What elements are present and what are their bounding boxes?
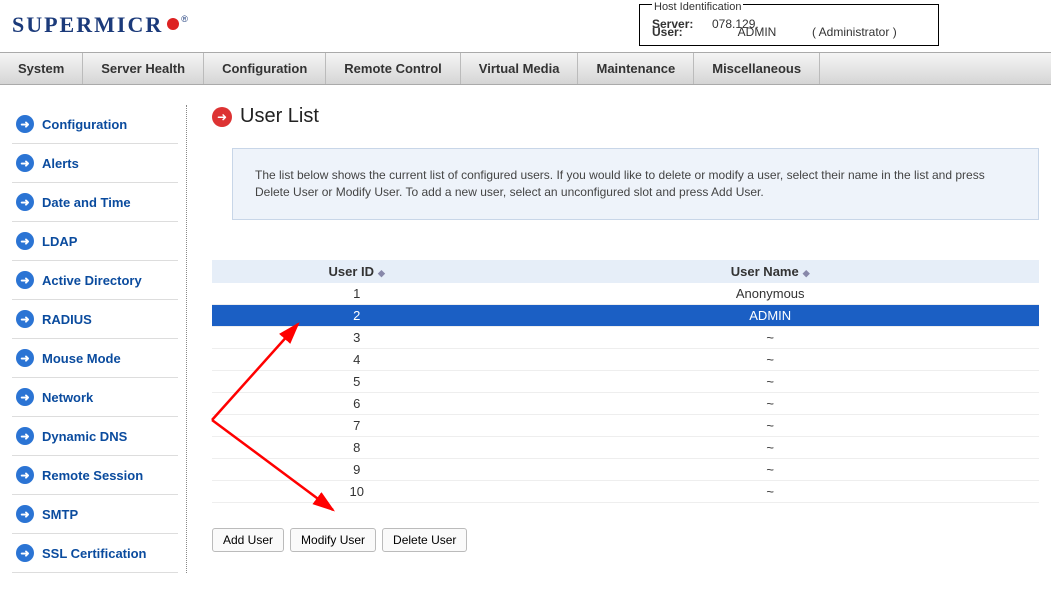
sidebar-item-label: Mouse Mode bbox=[42, 351, 121, 366]
logo-reg-icon: ® bbox=[181, 14, 188, 24]
sidebar-item-network[interactable]: ➜ Network bbox=[12, 378, 178, 417]
arrow-right-icon: ➜ bbox=[16, 193, 34, 211]
user-table: User ID◆ User Name◆ 1Anonymous2ADMIN3~4~… bbox=[212, 260, 1039, 503]
cell-userid: 10 bbox=[212, 480, 501, 502]
cell-username: ~ bbox=[501, 414, 1039, 436]
arrow-right-icon: ➜ bbox=[16, 427, 34, 445]
page-title: User List bbox=[240, 105, 319, 128]
cell-username: ~ bbox=[501, 392, 1039, 414]
sidebar-item-label: RADIUS bbox=[42, 312, 92, 327]
cell-userid: 4 bbox=[212, 348, 501, 370]
cell-username: ADMIN bbox=[501, 304, 1039, 326]
table-row[interactable]: 6~ bbox=[212, 392, 1039, 414]
table-row[interactable]: 3~ bbox=[212, 326, 1039, 348]
cell-username: ~ bbox=[501, 326, 1039, 348]
sidebar-item-label: LDAP bbox=[42, 234, 77, 249]
logo: SUPERMICR ® bbox=[12, 12, 188, 38]
cell-username: ~ bbox=[501, 480, 1039, 502]
nav-item-maintenance[interactable]: Maintenance bbox=[578, 53, 694, 84]
cell-userid: 5 bbox=[212, 370, 501, 392]
sidebar-item-label: Network bbox=[42, 390, 93, 405]
table-row[interactable]: 1Anonymous bbox=[212, 283, 1039, 305]
cell-userid: 7 bbox=[212, 414, 501, 436]
sidebar-item-label: Alerts bbox=[42, 156, 79, 171]
sidebar: ➜ Configuration ➜ Alerts ➜ Date and Time ➜ LDAP… bbox=[12, 105, 187, 573]
table-row[interactable]: 2ADMIN bbox=[212, 304, 1039, 326]
sidebar-item-smtp[interactable]: ➜ SMTP bbox=[12, 495, 178, 534]
arrow-right-icon: ➜ bbox=[16, 310, 34, 328]
table-row[interactable]: 10~ bbox=[212, 480, 1039, 502]
user-role: ( Administrator ) bbox=[812, 25, 897, 39]
arrow-right-icon: ➜ bbox=[16, 505, 34, 523]
cell-username: ~ bbox=[501, 348, 1039, 370]
cell-userid: 9 bbox=[212, 458, 501, 480]
cell-userid: 6 bbox=[212, 392, 501, 414]
sidebar-item-label: Active Directory bbox=[42, 273, 142, 288]
sidebar-item-alerts[interactable]: ➜ Alerts bbox=[12, 144, 178, 183]
col-username[interactable]: User Name◆ bbox=[501, 260, 1039, 283]
sidebar-item-remote-session[interactable]: ➜ Remote Session bbox=[12, 456, 178, 495]
sidebar-item-label: Date and Time bbox=[42, 195, 131, 210]
nav-item-remote-control[interactable]: Remote Control bbox=[326, 53, 461, 84]
sidebar-item-ldap[interactable]: ➜ LDAP bbox=[12, 222, 178, 261]
cell-username: Anonymous bbox=[501, 283, 1039, 305]
cell-username: ~ bbox=[501, 370, 1039, 392]
sidebar-item-label: SMTP bbox=[42, 507, 78, 522]
cell-userid: 2 bbox=[212, 304, 501, 326]
cell-userid: 3 bbox=[212, 326, 501, 348]
arrow-right-icon: ➜ bbox=[16, 544, 34, 562]
sidebar-item-ssl-certification[interactable]: ➜SSL Certification bbox=[12, 534, 178, 573]
sidebar-item-label: Remote Session bbox=[42, 468, 143, 483]
logo-dot-icon bbox=[167, 18, 179, 30]
sidebar-item-mouse-mode[interactable]: ➜ Mouse Mode bbox=[12, 339, 178, 378]
arrow-right-icon: ➜ bbox=[16, 115, 34, 133]
sidebar-item-radius[interactable]: ➜ RADIUS bbox=[12, 300, 178, 339]
main-content: ➜ User List The list below shows the cur… bbox=[187, 105, 1039, 573]
arrow-right-icon: ➜ bbox=[16, 388, 34, 406]
logo-text: SUPERMICR bbox=[12, 12, 163, 38]
cell-username: ~ bbox=[501, 436, 1039, 458]
table-row[interactable]: 5~ bbox=[212, 370, 1039, 392]
sidebar-item-label: Configuration bbox=[42, 117, 127, 132]
nav-item-configuration[interactable]: Configuration bbox=[204, 53, 326, 84]
nav-item-system[interactable]: System bbox=[0, 53, 83, 84]
info-box: The list below shows the current list of… bbox=[232, 148, 1039, 220]
arrow-right-icon: ➜ bbox=[16, 349, 34, 367]
host-identification-box: Host Identification Server: 078.129. Use… bbox=[639, 4, 939, 46]
user-label: User: bbox=[652, 25, 702, 39]
col-userid[interactable]: User ID◆ bbox=[212, 260, 501, 283]
arrow-right-icon: ➜ bbox=[16, 154, 34, 172]
arrow-right-icon: ➜ bbox=[16, 271, 34, 289]
cell-userid: 8 bbox=[212, 436, 501, 458]
arrow-right-icon: ➜ bbox=[212, 107, 232, 127]
cell-userid: 1 bbox=[212, 283, 501, 305]
sidebar-item-active-directory[interactable]: ➜ Active Directory bbox=[12, 261, 178, 300]
sidebar-item-configuration[interactable]: ➜ Configuration bbox=[12, 105, 178, 144]
sidebar-item-dynamic-dns[interactable]: ➜ Dynamic DNS bbox=[12, 417, 178, 456]
nav-item-miscellaneous[interactable]: Miscellaneous bbox=[694, 53, 820, 84]
host-id-title: Host Identification bbox=[652, 1, 743, 13]
nav-item-server-health[interactable]: Server Health bbox=[83, 53, 204, 84]
table-row[interactable]: 4~ bbox=[212, 348, 1039, 370]
sidebar-item-label: Dynamic DNS bbox=[42, 429, 127, 444]
cell-username: ~ bbox=[501, 458, 1039, 480]
table-row[interactable]: 9~ bbox=[212, 458, 1039, 480]
arrow-right-icon: ➜ bbox=[16, 232, 34, 250]
table-row[interactable]: 8~ bbox=[212, 436, 1039, 458]
nav-item-virtual-media[interactable]: Virtual Media bbox=[461, 53, 579, 84]
table-row[interactable]: 7~ bbox=[212, 414, 1039, 436]
arrow-right-icon: ➜ bbox=[16, 466, 34, 484]
sidebar-item-date-and-time[interactable]: ➜ Date and Time bbox=[12, 183, 178, 222]
main-nav: SystemServer HealthConfigurationRemote C… bbox=[0, 52, 1051, 85]
user-value: ADMIN bbox=[712, 25, 802, 39]
